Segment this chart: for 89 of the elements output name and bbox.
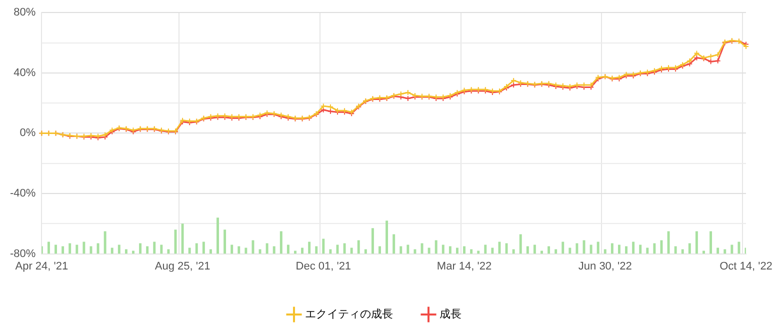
bar (90, 246, 92, 254)
y-tick-label: 80% (14, 6, 36, 19)
bar (238, 246, 240, 254)
bar (392, 234, 396, 254)
bar (519, 234, 522, 254)
bar (674, 246, 677, 254)
bar (533, 244, 536, 254)
bar (625, 246, 628, 254)
bar (110, 248, 114, 254)
bar (68, 243, 72, 254)
bar (463, 246, 466, 254)
bar (434, 240, 438, 254)
bar (280, 231, 282, 254)
bar (688, 243, 691, 254)
bar (646, 248, 649, 254)
bar (667, 231, 670, 254)
legend-label: エクイティの成長 (305, 308, 393, 321)
bar (146, 246, 149, 254)
bar (301, 248, 304, 254)
bar (456, 248, 458, 254)
bar (406, 244, 410, 254)
bar (104, 231, 106, 254)
bar (195, 243, 198, 254)
x-tick-label: Aug 25, '21 (154, 260, 210, 272)
bar (160, 244, 163, 254)
bar (357, 240, 360, 254)
bar (188, 248, 191, 254)
bar (695, 231, 698, 254)
bar (96, 243, 100, 254)
y-tick-label: -40% (10, 188, 36, 200)
bar (181, 224, 184, 254)
bar (350, 248, 353, 254)
bar (230, 244, 234, 254)
bar (568, 248, 572, 254)
bar (343, 243, 346, 254)
bar (738, 242, 740, 254)
bar (272, 246, 276, 254)
bar (153, 242, 156, 254)
bar (266, 243, 268, 254)
bar (224, 230, 226, 254)
bar (660, 240, 663, 254)
bar (596, 242, 600, 254)
y-tick-label: -80% (10, 248, 36, 260)
bar (54, 244, 57, 254)
bar (371, 228, 374, 254)
bar (202, 242, 205, 254)
bar (286, 244, 290, 254)
bar (590, 244, 592, 254)
bar (82, 242, 86, 254)
bar (216, 218, 219, 254)
bar (47, 242, 50, 254)
bar (484, 244, 487, 254)
bar (252, 240, 254, 254)
bar (716, 248, 720, 254)
bar (562, 242, 564, 254)
x-tick-label: Jun 30, '22 (578, 260, 632, 272)
y-tick-label: 0% (20, 127, 36, 140)
bar (442, 244, 444, 254)
bar (139, 243, 142, 254)
bar (632, 242, 635, 254)
bar (400, 246, 402, 254)
bar (386, 220, 388, 254)
x-tick-label: Oct 14, '22 (720, 260, 772, 272)
bar (610, 243, 614, 254)
x-tick-label: Dec 01, '21 (296, 260, 352, 272)
bar (62, 246, 64, 254)
bar (526, 246, 529, 254)
bar (308, 242, 311, 254)
bar (505, 243, 508, 254)
bar (76, 244, 78, 254)
x-tick-label: Mar 14, '22 (436, 260, 492, 272)
bar (244, 248, 248, 254)
bar (618, 244, 620, 254)
bar (378, 246, 381, 254)
x-tick-label: Apr 24, '21 (15, 260, 68, 272)
bar (548, 246, 550, 254)
bar (118, 244, 120, 254)
bar (428, 248, 430, 254)
bar (322, 238, 325, 254)
legend-label: 成長 (440, 308, 462, 321)
bar (710, 231, 712, 254)
bar (576, 243, 578, 254)
bar (730, 244, 734, 254)
bar (315, 246, 318, 254)
bar (653, 243, 656, 254)
bar (491, 248, 494, 254)
bar (448, 246, 452, 254)
bar (639, 244, 642, 254)
y-tick-label: 40% (14, 66, 36, 79)
